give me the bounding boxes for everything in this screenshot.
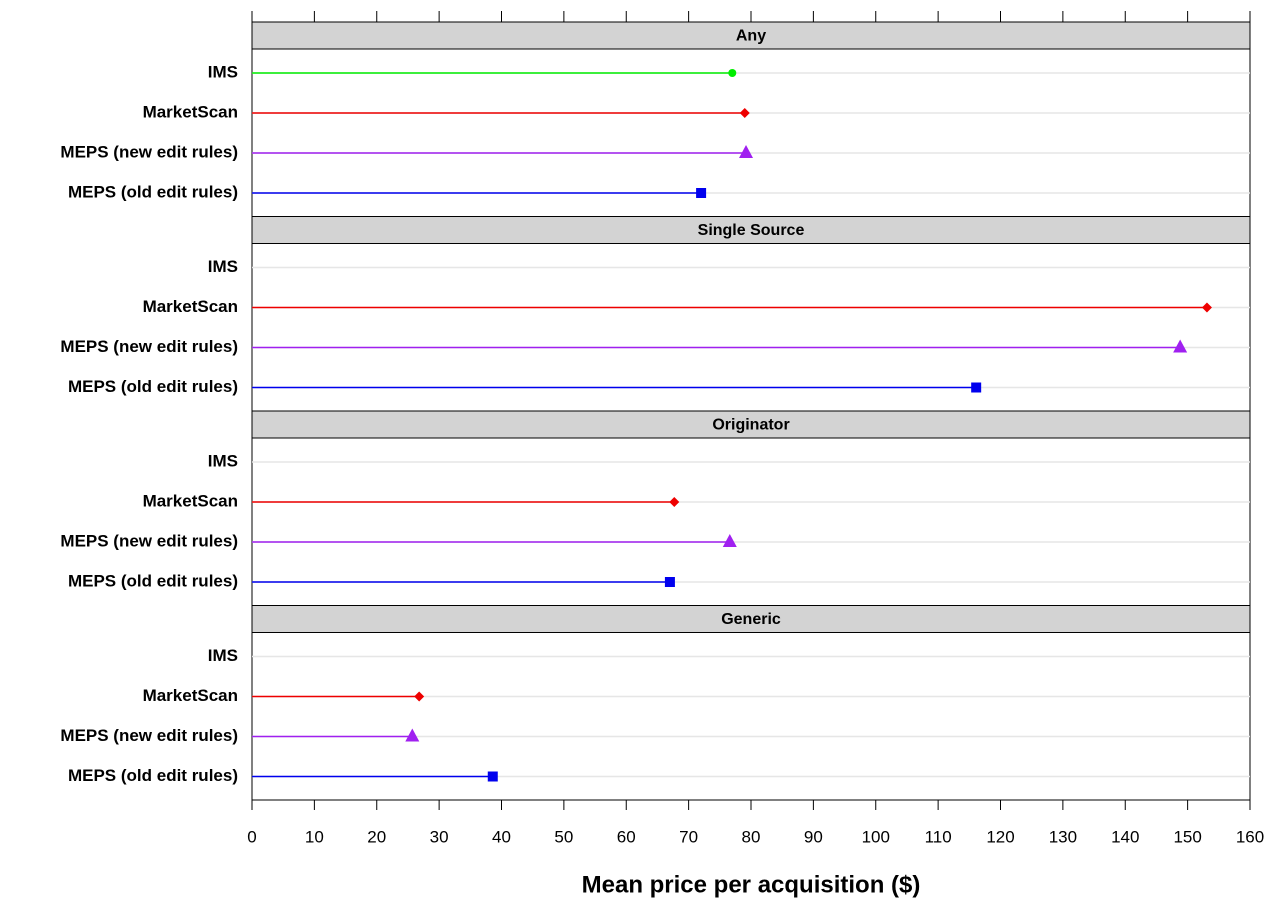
marker xyxy=(487,771,498,782)
x-tick-label: 100 xyxy=(862,827,890,846)
row-label: MEPS (new edit rules) xyxy=(60,531,238,550)
marker xyxy=(739,145,754,158)
x-tick-label: 40 xyxy=(492,827,511,846)
row-label: MEPS (new edit rules) xyxy=(60,337,238,356)
marker xyxy=(669,497,680,507)
strip xyxy=(251,605,1251,633)
marker xyxy=(664,577,675,587)
x-axis-title: Mean price per acquisition ($) xyxy=(582,871,921,898)
marker xyxy=(405,728,420,742)
marker xyxy=(722,534,737,547)
x-tick-label: 150 xyxy=(1173,827,1201,846)
row-label: MEPS (old edit rules) xyxy=(68,182,238,201)
row-label: IMS xyxy=(208,257,238,276)
row-label: MarketScan xyxy=(143,686,238,705)
row-label: MEPS (old edit rules) xyxy=(68,571,238,590)
marker xyxy=(414,691,425,702)
x-tick-label: 110 xyxy=(925,827,952,846)
row-label: MEPS (new edit rules) xyxy=(60,726,238,745)
x-tick-label: 0 xyxy=(247,827,256,846)
x-tick-label: 160 xyxy=(1236,827,1264,846)
strip xyxy=(251,21,1251,50)
x-tick-label: 30 xyxy=(430,827,449,846)
panel xyxy=(251,437,1251,606)
strip-label: Generic xyxy=(721,611,781,628)
x-tick-label: 20 xyxy=(367,827,386,846)
x-tick-label: 10 xyxy=(305,827,324,846)
strip-label: Single Source xyxy=(698,222,805,239)
row-label: MarketScan xyxy=(143,491,238,510)
row-label: MarketScan xyxy=(143,297,238,316)
row-label: MarketScan xyxy=(143,102,238,121)
marker xyxy=(1201,302,1212,313)
x-tick-label: 90 xyxy=(804,827,823,846)
strip-label: Originator xyxy=(712,417,789,434)
marker xyxy=(728,69,737,77)
panel xyxy=(251,48,1251,217)
marker xyxy=(971,382,982,393)
panel xyxy=(251,243,1251,412)
x-tick-label: 80 xyxy=(742,827,761,846)
marker xyxy=(739,108,750,118)
row-label: MEPS (old edit rules) xyxy=(68,377,238,396)
panel xyxy=(251,632,1251,801)
x-tick-label: 130 xyxy=(1049,827,1077,846)
strip xyxy=(251,410,1251,439)
strip-label: Any xyxy=(736,28,766,45)
x-tick-label: 60 xyxy=(617,827,636,846)
row-label: MEPS (old edit rules) xyxy=(68,766,238,785)
marker xyxy=(1173,339,1188,353)
x-tick-label: 140 xyxy=(1111,827,1139,846)
x-tick-label: 70 xyxy=(679,827,698,846)
x-tick-label: 120 xyxy=(986,827,1014,846)
x-tick-label: 50 xyxy=(554,827,573,846)
row-label: IMS xyxy=(208,451,238,470)
row-label: IMS xyxy=(208,646,238,665)
row-label: MEPS (new edit rules) xyxy=(60,142,238,161)
marker xyxy=(696,188,707,198)
row-label: IMS xyxy=(208,62,238,81)
